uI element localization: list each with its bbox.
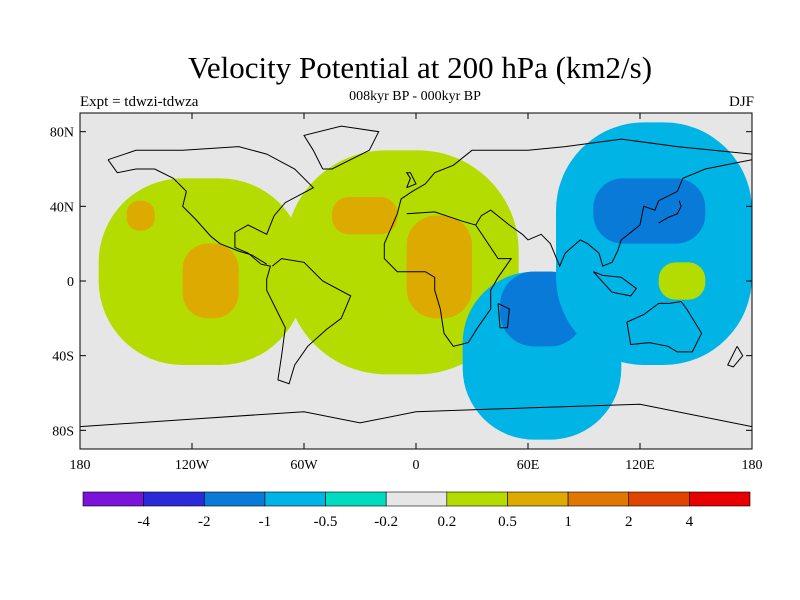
colorbar-label: 0.2 (437, 514, 456, 530)
coastline-9 (658, 200, 682, 224)
colorbar-swatch (628, 491, 690, 507)
x-tick-label: 180 (70, 458, 91, 473)
x-tick-label: 120E (625, 458, 655, 473)
y-tick-label: 0 (67, 275, 74, 290)
coastline-10 (592, 271, 638, 297)
y-tick-label: 80N (50, 126, 74, 141)
colorbar-swatch (264, 491, 326, 507)
field-region-5 (126, 200, 155, 231)
y-tick-label: 80S (52, 424, 74, 439)
field-region-9 (593, 178, 706, 244)
coastline-13 (405, 172, 417, 189)
colorbar-swatch (507, 491, 569, 507)
field-region-2 (332, 197, 398, 235)
coastline-3 (303, 125, 380, 170)
colorbar-label: -0.5 (314, 514, 338, 530)
colorbar-label: -0.2 (374, 514, 398, 530)
coastline-2 (107, 159, 187, 192)
coastline-1 (182, 191, 267, 265)
coastline-0 (107, 146, 352, 385)
colorbar-swatch (143, 491, 205, 507)
coastline-5 (383, 211, 513, 347)
colorbar-swatch (82, 491, 144, 507)
colorbar: -4 -2 -1 -0.5 -0.2 0.2 0.5 1 2 4 (82, 491, 751, 530)
field-region-1 (406, 215, 472, 319)
x-tick-label: 120W (175, 458, 210, 473)
colorbar-swatch (567, 491, 630, 507)
y-tick-label: 40N (50, 200, 74, 215)
y-tick-label: 40S (52, 350, 74, 365)
colorbar-label: 4 (686, 514, 694, 530)
colorbar-swatch (689, 491, 751, 507)
x-tick-label: 0 (413, 458, 420, 473)
colorbar-swatch (385, 491, 448, 507)
coastline-6 (475, 159, 752, 268)
field-region-10 (658, 262, 706, 300)
colorbar-label: 1 (564, 514, 572, 530)
colorbar-label: 0.5 (498, 514, 517, 530)
colorbar-label: -1 (259, 514, 272, 530)
colorbar-label: -4 (137, 514, 150, 530)
coastline-4 (396, 138, 752, 214)
experiment-label: Expt = tdwzi-tdwza (80, 94, 199, 110)
colorbar-label: -2 (198, 514, 211, 530)
colorbar-swatch (203, 491, 266, 507)
coastlines (80, 125, 752, 428)
colorbar-swatch (446, 491, 508, 507)
velocity-potential-field (98, 122, 752, 440)
x-tick-label: 60E (517, 458, 540, 473)
coastline-11 (726, 346, 744, 368)
chart-subtitle: 008kyr BP - 000kyr BP (349, 89, 481, 104)
field-region-4 (182, 243, 239, 319)
x-tick-label: 60W (290, 458, 318, 473)
coastline-7 (497, 302, 510, 329)
x-axis: 180 120W 60W 0 60E 120E 180 (70, 113, 763, 473)
chart-title: Velocity Potential at 200 hPa (km2/s) (187, 50, 653, 85)
colorbar-label: 2 (625, 514, 633, 530)
coastline-12 (80, 403, 752, 428)
season-label: DJF (728, 94, 754, 110)
x-tick-label: 180 (742, 458, 763, 473)
colorbar-swatch (325, 491, 387, 507)
coastline-8 (626, 300, 703, 353)
y-axis: 80N 40N 0 40S 80S (50, 126, 752, 439)
